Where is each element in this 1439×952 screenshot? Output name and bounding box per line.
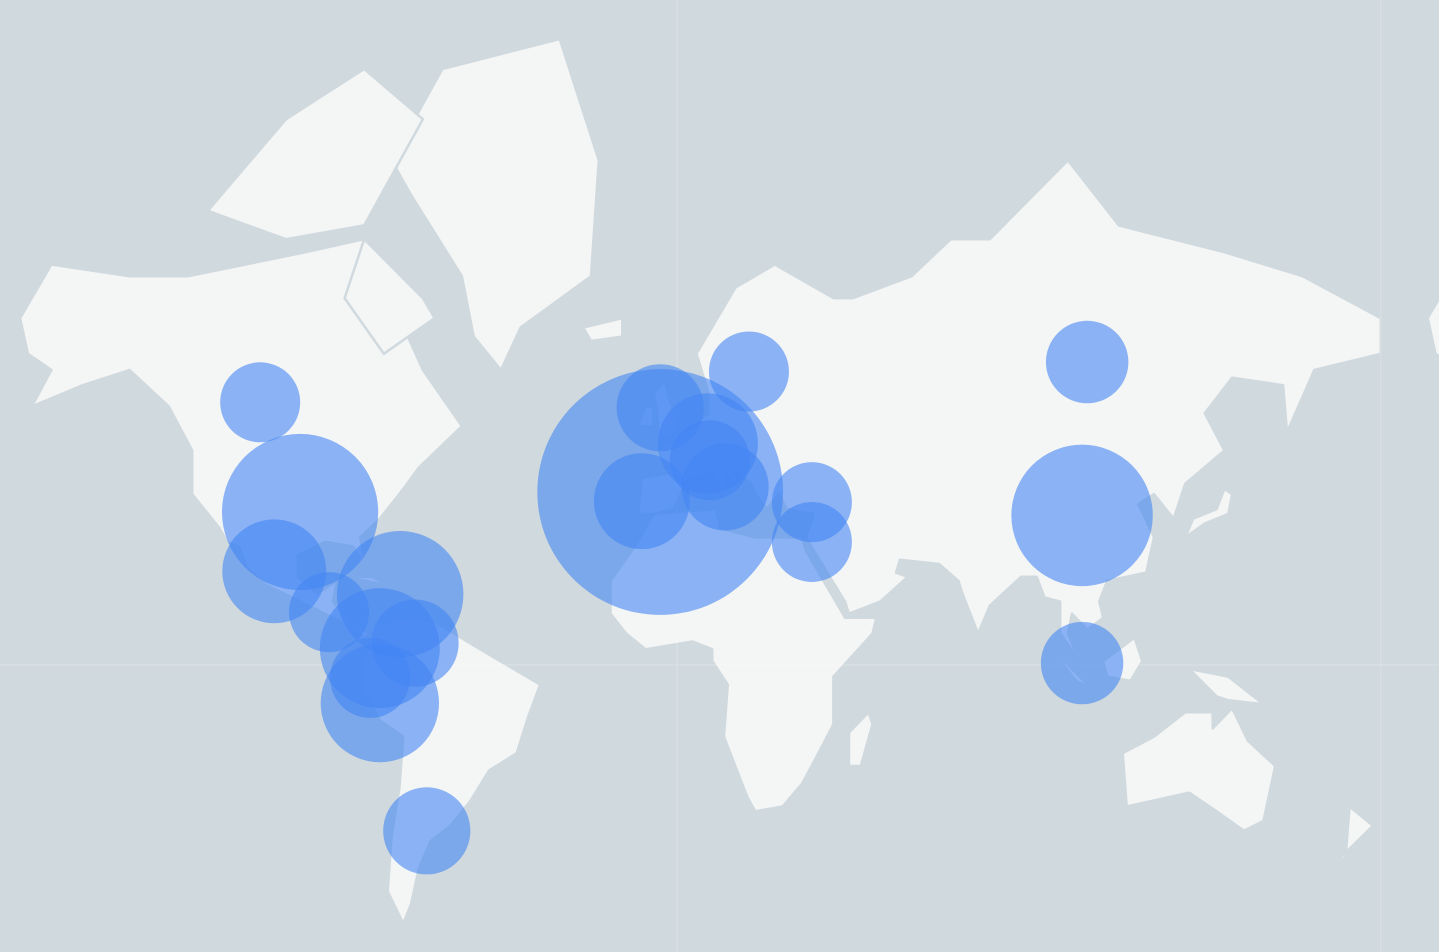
map-bubble[interactable] xyxy=(669,420,750,501)
map-bubble[interactable] xyxy=(289,572,370,653)
land-new-zealand xyxy=(1328,805,1375,870)
land-madagascar xyxy=(847,711,874,768)
land-australia xyxy=(1121,707,1277,833)
map-bubble[interactable] xyxy=(330,637,411,718)
map-bubble[interactable] xyxy=(1045,320,1129,404)
map-bubble[interactable] xyxy=(593,453,690,550)
land-new-guinea xyxy=(1187,667,1265,706)
land-arctic-islands xyxy=(206,67,425,241)
land-iceland xyxy=(581,316,624,343)
land-baffin xyxy=(343,237,436,356)
map-bubble[interactable] xyxy=(708,331,789,412)
land-north-america xyxy=(1426,296,1439,408)
bubble-layer xyxy=(220,320,1153,875)
map-bubble[interactable] xyxy=(220,362,301,443)
map-bubble[interactable] xyxy=(1040,621,1124,705)
land-greenland xyxy=(390,37,601,372)
map-bubble[interactable] xyxy=(616,364,704,452)
land-japan xyxy=(1184,487,1234,539)
map-bubble[interactable] xyxy=(771,501,852,582)
map-bubble[interactable] xyxy=(1011,444,1153,587)
map-bubble[interactable] xyxy=(383,787,471,875)
